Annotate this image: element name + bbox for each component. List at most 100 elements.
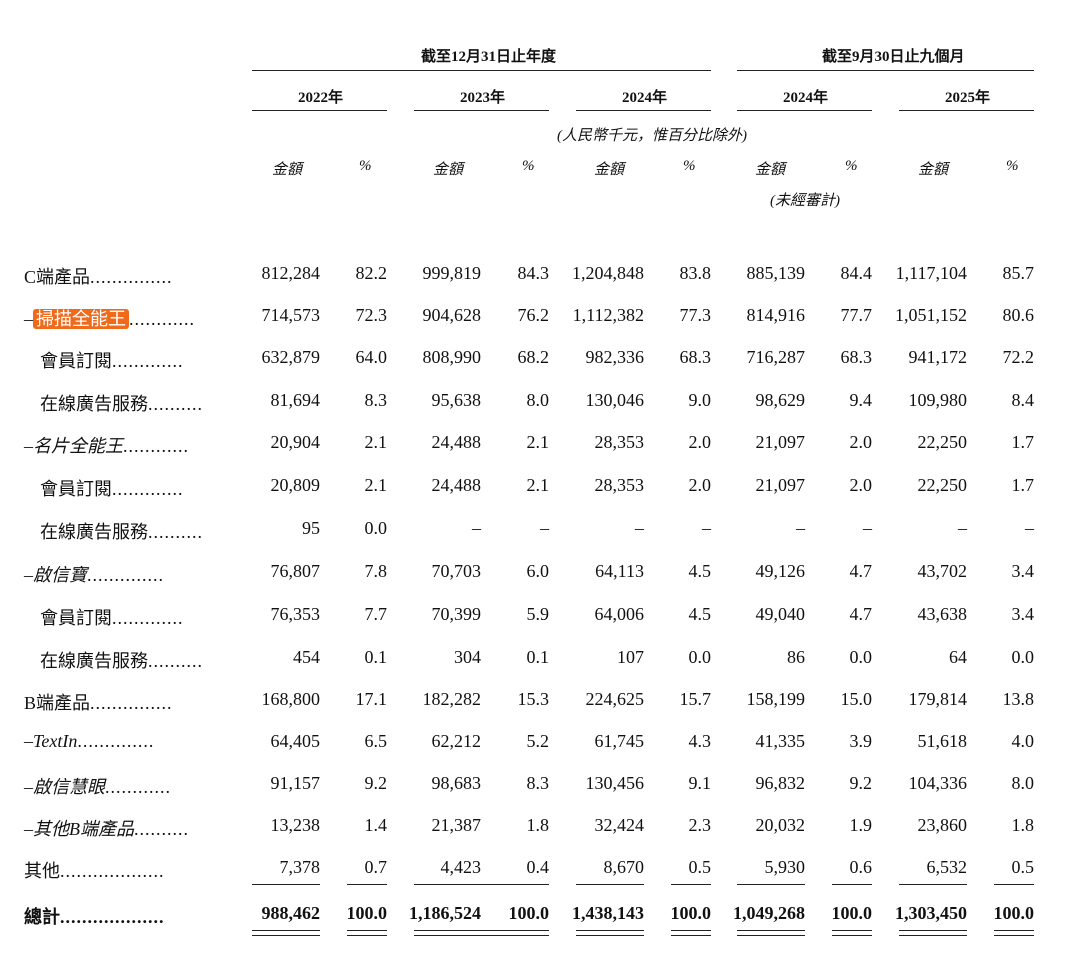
header-rule bbox=[252, 70, 711, 71]
year-header: 2023年 bbox=[460, 90, 506, 106]
amount-cell: 64 bbox=[949, 647, 967, 667]
percent-cell: 0.0 bbox=[364, 518, 388, 538]
amount-cell: 988,462 bbox=[261, 903, 321, 923]
leader-dots: ................... bbox=[60, 907, 165, 927]
total-double-rule bbox=[252, 930, 320, 936]
row-label-text: 在線廣告服務 bbox=[40, 651, 148, 671]
period-header-annual: 截至12月31日止年度 bbox=[421, 49, 557, 65]
percent-cell: – bbox=[702, 518, 711, 538]
percent-cell: 15.7 bbox=[679, 689, 712, 709]
amount-cell: 808,990 bbox=[422, 347, 482, 367]
row-label: – 掃描全能王............ bbox=[24, 305, 195, 331]
leader-dots: ................... bbox=[60, 861, 165, 881]
amount-cell: 814,916 bbox=[746, 305, 806, 325]
leader-dots: ............ bbox=[129, 309, 195, 329]
percent-cell: 83.8 bbox=[679, 263, 712, 283]
highlighted-product-name: 掃描全能王 bbox=[33, 309, 129, 329]
amount-col-header: 金額 bbox=[755, 162, 786, 178]
total-double-rule bbox=[671, 930, 711, 936]
year-header: 2024年 bbox=[783, 90, 829, 106]
amount-cell: 22,250 bbox=[917, 432, 968, 452]
amount-cell: 4,423 bbox=[440, 857, 482, 877]
leader-dots: .......... bbox=[134, 819, 189, 839]
percent-cell: 9.1 bbox=[688, 773, 712, 793]
row-label: –其他B端產品.......... bbox=[24, 815, 189, 841]
year-rule bbox=[252, 110, 387, 111]
year-header: 2025年 bbox=[945, 90, 991, 106]
pct-col-header: % bbox=[683, 158, 696, 174]
amount-cell: 104,336 bbox=[908, 773, 968, 793]
percent-cell: 68.3 bbox=[679, 347, 712, 367]
percent-cell: 64.0 bbox=[355, 347, 388, 367]
amount-cell: 999,819 bbox=[422, 263, 482, 283]
amount-cell: 1,112,382 bbox=[572, 305, 644, 325]
amount-cell: 716,287 bbox=[746, 347, 806, 367]
amount-col-header: 金額 bbox=[433, 162, 464, 178]
row-label-text: C端產品 bbox=[24, 267, 91, 287]
percent-cell: 100.0 bbox=[831, 903, 873, 923]
amount-cell: 632,879 bbox=[261, 347, 321, 367]
row-label-text: 總計 bbox=[24, 907, 60, 927]
percent-cell: 2.0 bbox=[849, 432, 873, 452]
percent-cell: 1.9 bbox=[849, 815, 873, 835]
percent-cell: 2.0 bbox=[849, 475, 873, 495]
leader-dots: ............. bbox=[112, 608, 184, 628]
percent-cell: 0.5 bbox=[688, 857, 712, 877]
row-label: 在線廣告服務.......... bbox=[40, 518, 203, 544]
header-rule bbox=[737, 70, 1034, 71]
amount-col-header: 金額 bbox=[272, 162, 303, 178]
percent-cell: 7.8 bbox=[364, 561, 388, 581]
total-rule bbox=[832, 884, 872, 885]
total-double-rule bbox=[509, 930, 549, 936]
row-label: –TextIn.............. bbox=[24, 731, 154, 752]
amount-cell: 24,488 bbox=[431, 475, 482, 495]
row-label-text: 會員訂閱 bbox=[40, 608, 112, 628]
amount-cell: 6,532 bbox=[926, 857, 968, 877]
dash-prefix: – bbox=[24, 309, 33, 329]
amount-cell: 64,006 bbox=[594, 604, 645, 624]
year-rule bbox=[414, 110, 549, 111]
amount-cell: 64,405 bbox=[270, 731, 321, 751]
amount-cell: 304 bbox=[454, 647, 481, 667]
amount-cell: 130,456 bbox=[585, 773, 645, 793]
amount-cell: 1,117,104 bbox=[895, 263, 967, 283]
leader-dots: ............... bbox=[90, 267, 173, 287]
amount-cell: 130,046 bbox=[585, 390, 645, 410]
row-label: B端產品............... bbox=[24, 689, 173, 715]
amount-cell: 22,250 bbox=[917, 475, 968, 495]
amount-cell: 885,139 bbox=[746, 263, 806, 283]
percent-cell: 8.3 bbox=[526, 773, 550, 793]
percent-cell: 84.3 bbox=[517, 263, 550, 283]
amount-cell: 28,353 bbox=[594, 432, 645, 452]
percent-cell: 0.6 bbox=[849, 857, 873, 877]
amount-cell: 49,126 bbox=[755, 561, 806, 581]
pct-col-header: % bbox=[1006, 158, 1019, 174]
amount-cell: 13,238 bbox=[270, 815, 321, 835]
unaudited-note: (未經審計) bbox=[770, 193, 840, 209]
percent-cell: 2.0 bbox=[688, 475, 712, 495]
percent-cell: 85.7 bbox=[1002, 263, 1035, 283]
percent-cell: 1.8 bbox=[1011, 815, 1035, 835]
percent-cell: 4.3 bbox=[688, 731, 712, 751]
amount-cell: 81,694 bbox=[270, 390, 321, 410]
leader-dots: .......... bbox=[148, 394, 203, 414]
percent-cell: 4.5 bbox=[688, 604, 712, 624]
leader-dots: .......... bbox=[148, 651, 203, 671]
row-label: –啟信慧眼............ bbox=[24, 773, 171, 799]
percent-cell: 76.2 bbox=[517, 305, 550, 325]
total-double-rule bbox=[347, 930, 387, 936]
percent-cell: 1.7 bbox=[1011, 432, 1035, 452]
percent-cell: 3.9 bbox=[849, 731, 873, 751]
amount-cell: 98,683 bbox=[431, 773, 482, 793]
percent-cell: 3.4 bbox=[1011, 604, 1035, 624]
row-label-text: 會員訂閱 bbox=[40, 351, 112, 371]
percent-cell: 4.7 bbox=[849, 604, 873, 624]
year-header: 2022年 bbox=[298, 90, 344, 106]
amount-cell: 8,670 bbox=[603, 857, 645, 877]
total-rule bbox=[671, 884, 711, 885]
amount-cell: 20,032 bbox=[755, 815, 806, 835]
percent-cell: 0.5 bbox=[1011, 857, 1035, 877]
percent-cell: 6.0 bbox=[526, 561, 550, 581]
percent-cell: 2.1 bbox=[364, 432, 388, 452]
amount-cell: 20,809 bbox=[270, 475, 321, 495]
